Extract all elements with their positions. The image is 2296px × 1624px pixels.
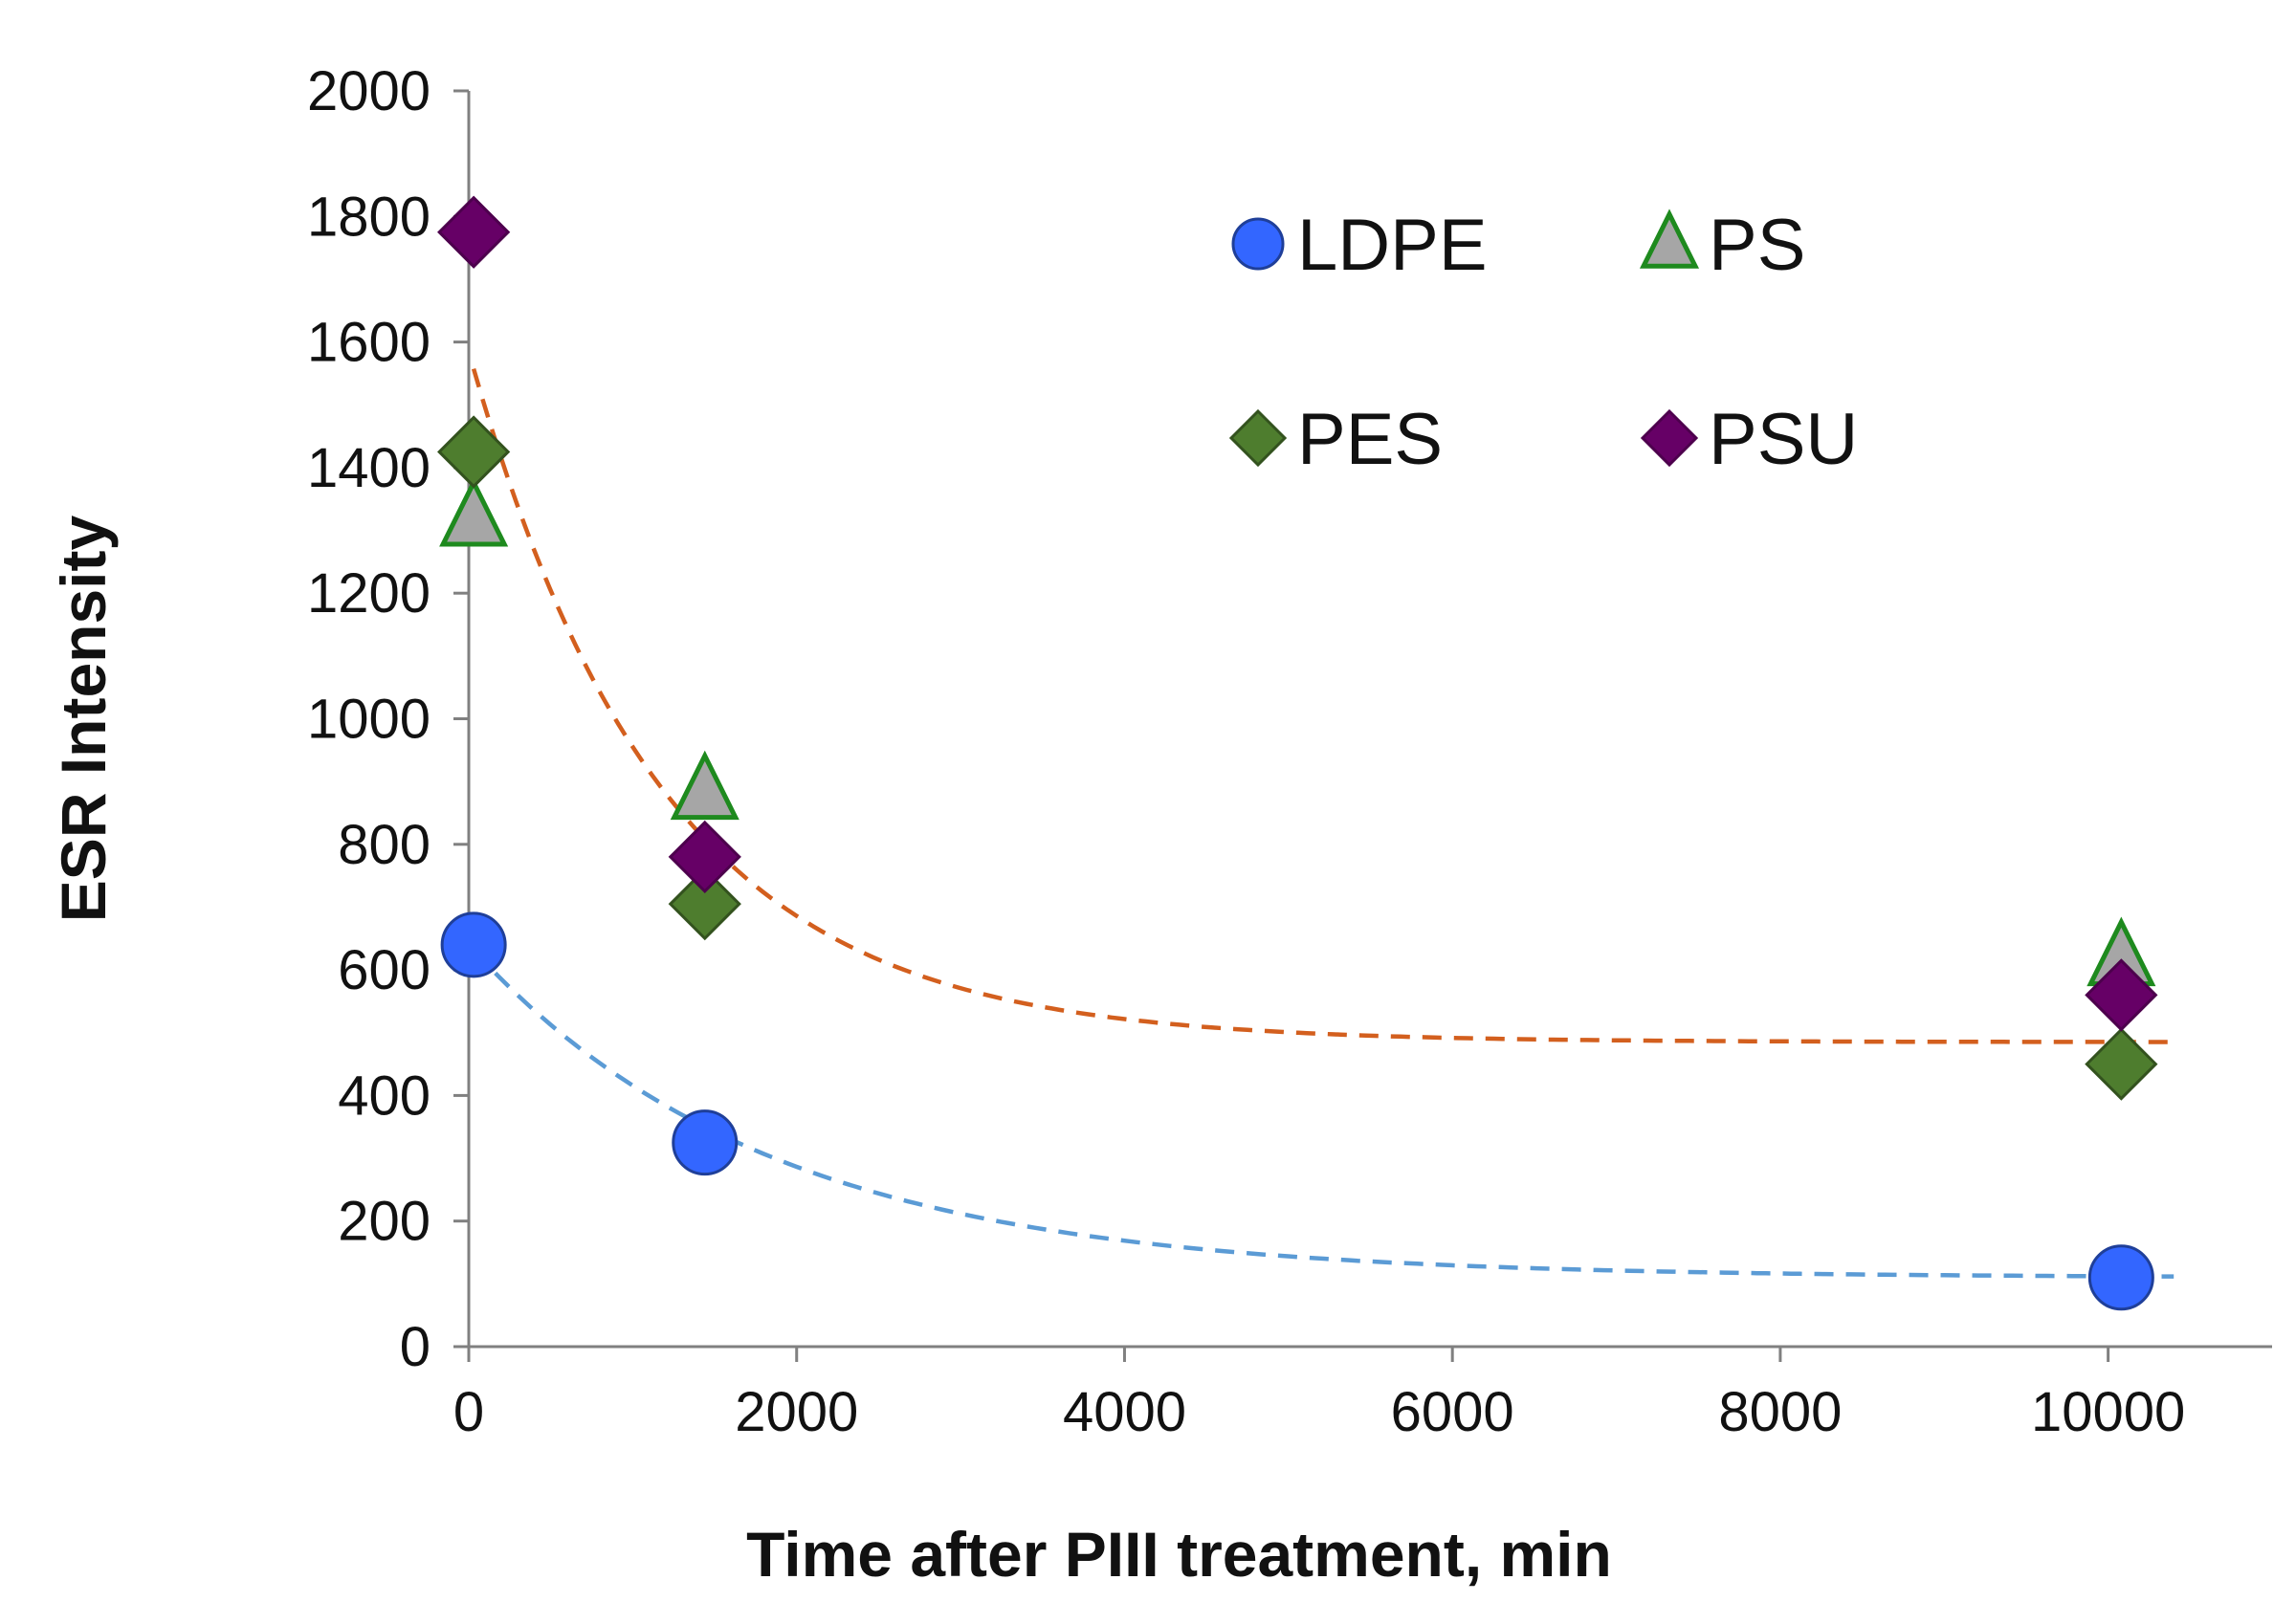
data-point-pes (668, 867, 741, 941)
data-point-psu (437, 195, 511, 269)
data-point-pes (437, 415, 511, 489)
legend-marker-psu (1640, 408, 1699, 468)
legend: LDPE PS PES PSU (1228, 205, 1858, 480)
legend-label-pes: PES (1297, 399, 1443, 480)
x-tick-label: 8000 (1718, 1381, 1842, 1443)
legend-label-psu: PSU (1709, 399, 1858, 480)
y-tick-label: 0 (400, 1316, 430, 1378)
data-point-psu (2085, 958, 2158, 1032)
data-point-ldpe (672, 1109, 739, 1176)
series-pes (437, 415, 2158, 1101)
series-ldpe (440, 911, 2154, 1311)
trendline (471, 367, 2175, 1044)
y-axis-title: ESR Intensity (48, 516, 119, 923)
y-tick-label: 1000 (307, 689, 430, 751)
legend-item-pes: PES (1228, 399, 1443, 480)
series-psu (437, 195, 2158, 1032)
series-ps (439, 477, 2156, 987)
legend-item-ldpe: LDPE (1231, 205, 1488, 286)
legend-label-ldpe: LDPE (1297, 205, 1488, 286)
x-tick-label: 0 (453, 1381, 484, 1443)
y-tick-label: 800 (338, 814, 430, 876)
y-ticks: 0 200 400 600 800 1000 1200 1400 1600 1800 2000 (307, 60, 469, 1378)
y-tick-label: 1200 (307, 562, 430, 625)
data-point-ps (439, 477, 509, 547)
legend-marker-ps (1639, 208, 1700, 269)
legend-marker-pes (1228, 408, 1288, 468)
data-point-psu (668, 820, 741, 894)
legend-marker-ldpe (1231, 217, 1285, 271)
x-axis-title: Time after PIII treatment, min (746, 1519, 1612, 1590)
y-tick-label: 600 (338, 939, 430, 1001)
legend-item-ps: PS (1639, 205, 1805, 286)
data-markers (437, 195, 2158, 1311)
data-point-ldpe (440, 911, 507, 978)
trendlines (471, 367, 2175, 1279)
x-tick-label: 10000 (2031, 1381, 2185, 1443)
x-tick-label: 2000 (735, 1381, 858, 1443)
legend-label-ps: PS (1709, 205, 1805, 286)
y-tick-label: 2000 (307, 60, 430, 122)
data-point-ps (670, 750, 740, 821)
trendline (472, 948, 2175, 1279)
y-tick-label: 1800 (307, 186, 430, 248)
legend-item-psu: PSU (1640, 399, 1858, 480)
y-tick-label: 200 (338, 1191, 430, 1253)
y-tick-label: 1400 (307, 437, 430, 499)
data-point-ldpe (2087, 1244, 2154, 1311)
y-tick-label: 1600 (307, 312, 430, 374)
axes: 0 200 400 600 800 1000 1200 1400 1600 1800 2000 0 2… (307, 60, 2272, 1443)
x-tick-label: 6000 (1391, 1381, 1514, 1443)
data-point-pes (2085, 1027, 2158, 1101)
x-ticks: 0 2000 4000 6000 8000 10000 (453, 1347, 2185, 1443)
x-tick-label: 4000 (1063, 1381, 1186, 1443)
y-tick-label: 400 (338, 1064, 430, 1127)
